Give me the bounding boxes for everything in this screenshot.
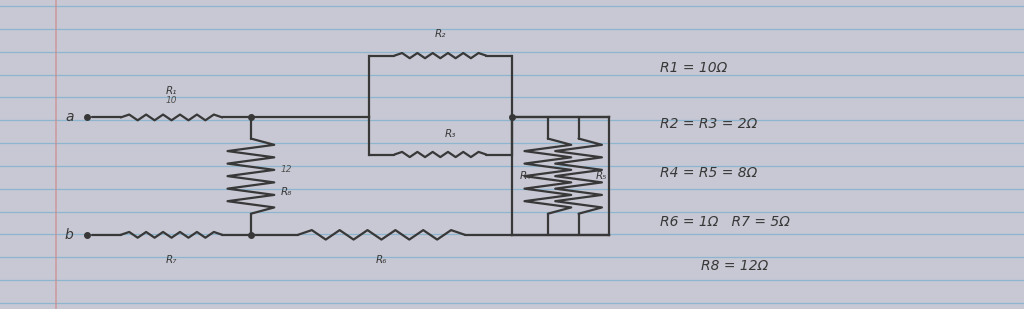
Text: a: a (66, 110, 74, 125)
Text: R₇: R₇ (166, 255, 177, 265)
Text: R₃: R₃ (444, 129, 457, 139)
Text: 10: 10 (166, 96, 177, 105)
Text: R4 = R5 = 8Ω: R4 = R5 = 8Ω (660, 166, 758, 180)
Text: R₈: R₈ (281, 187, 293, 197)
Text: R₁: R₁ (166, 86, 177, 96)
Text: R₆: R₆ (376, 255, 387, 265)
Text: R1 = 10Ω: R1 = 10Ω (660, 61, 728, 75)
Text: R₄: R₄ (519, 171, 531, 181)
Text: R2 = R3 = 2Ω: R2 = R3 = 2Ω (660, 116, 758, 131)
Text: R8 = 12Ω: R8 = 12Ω (701, 259, 769, 273)
Text: R₅: R₅ (595, 171, 607, 181)
Text: R₂: R₂ (434, 29, 446, 39)
Text: R6 = 1Ω   R7 = 5Ω: R6 = 1Ω R7 = 5Ω (660, 215, 791, 230)
Text: 12: 12 (281, 165, 293, 175)
Text: b: b (65, 228, 74, 242)
